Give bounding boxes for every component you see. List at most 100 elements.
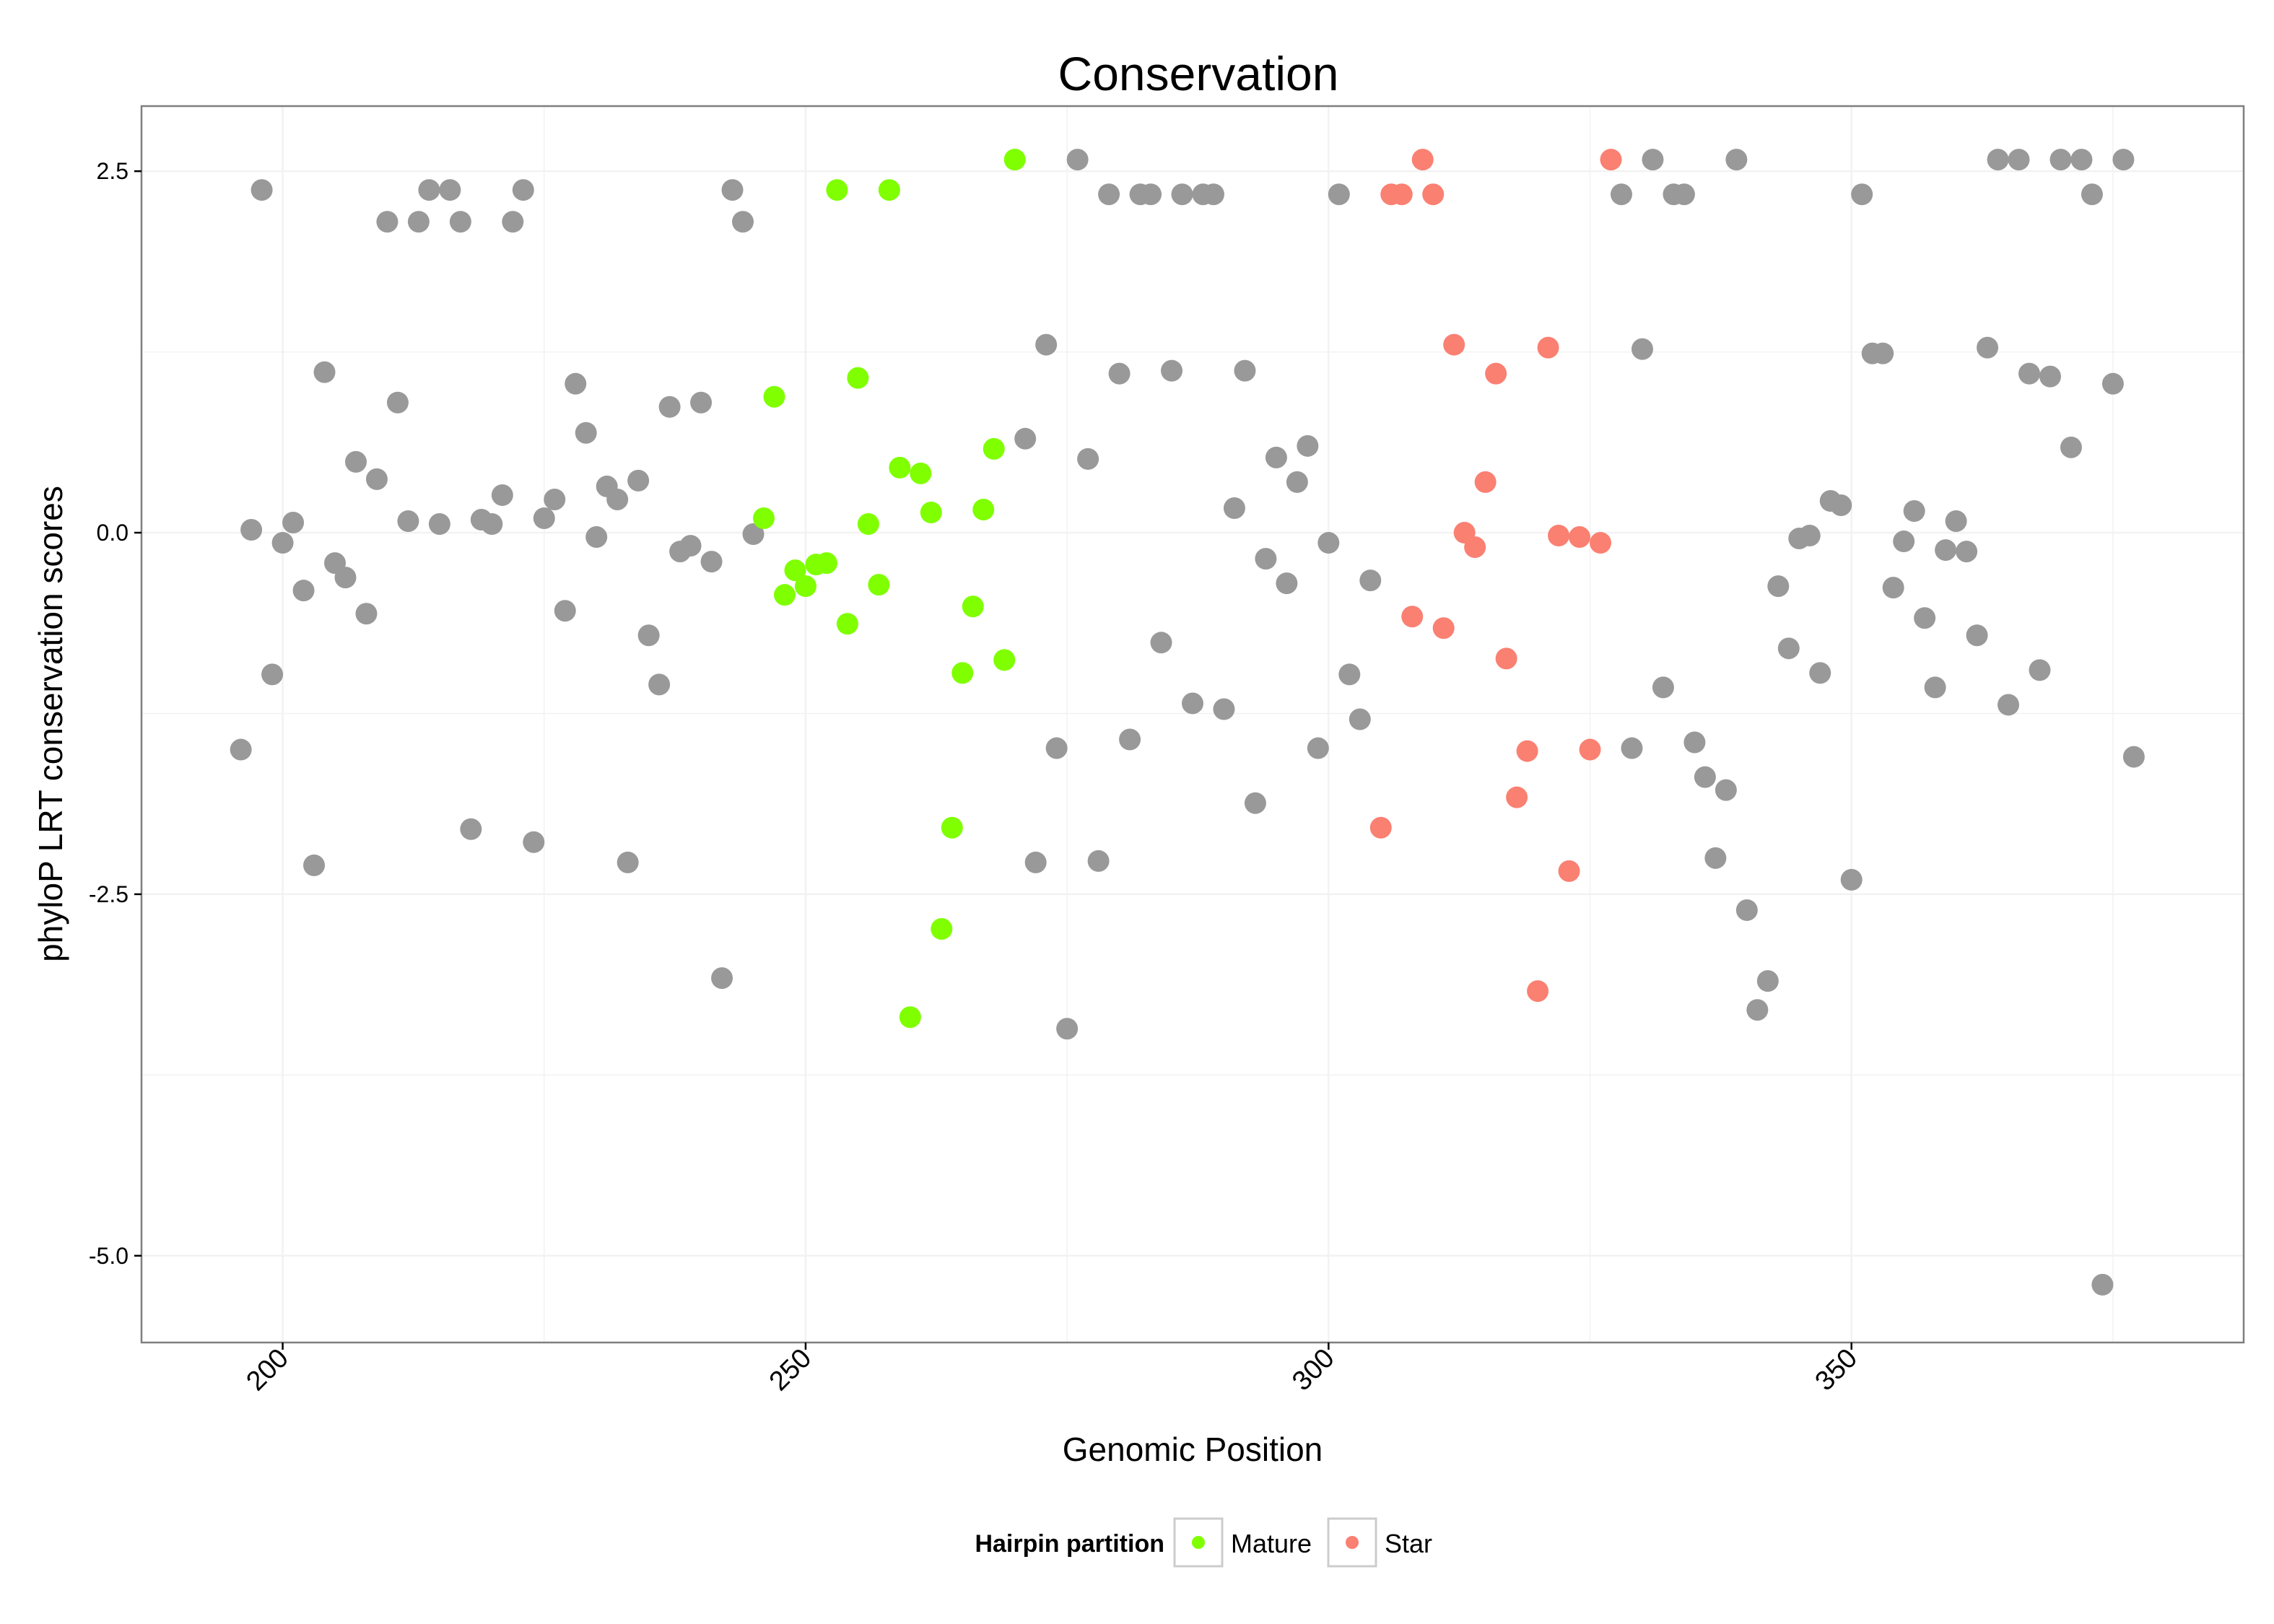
data-point-mature [836,613,858,635]
legend-title: Hairpin partition [975,1530,1164,1558]
data-point-other [439,179,461,201]
data-point-other [271,532,294,554]
data-point-other [1161,359,1183,382]
data-point-other [1317,532,1340,554]
data-point-other [449,211,471,233]
data-point-other [1035,333,1058,356]
data-point-mature [847,367,869,389]
data-point-other [1244,792,1266,814]
data-point-other [1956,541,1978,563]
data-point-mature [763,385,785,408]
data-point-other [1998,694,2020,716]
data-point-other [2112,149,2135,171]
data-point-other [303,854,326,876]
data-point-other [1087,850,1110,872]
data-point-other [1098,183,1120,206]
data-point-other [2018,362,2041,385]
data-point-other [251,179,273,201]
data-point-mature [868,574,890,596]
data-point-other [1631,338,1653,360]
data-point-mature [941,816,963,839]
data-point-other [1223,497,1245,519]
data-point-other [1328,183,1350,206]
data-point-other [282,512,305,534]
data-point-other [1056,1018,1079,1040]
data-point-other [365,468,388,490]
data-point-other [606,488,629,510]
y-tick-label: 0.0 [97,520,128,546]
data-point-mature [962,595,984,618]
data-point-other [1987,149,2009,171]
data-point-other [1213,698,1235,720]
data-point-other [1798,525,1821,547]
data-point-other [2122,746,2145,768]
data-point-other [2101,372,2124,395]
data-point-other [1255,548,1277,570]
data-point-other [1024,851,1047,873]
data-point-mature [878,179,900,201]
legend-item-star: Star [1327,1517,1432,1568]
data-point-other [2029,659,2051,681]
data-point-other [1809,662,1831,684]
data-point-star [1506,786,1528,808]
data-point-other [491,484,513,506]
data-point-other [1704,847,1727,869]
data-point-other [230,738,252,761]
data-point-other [1066,149,1089,171]
data-point-mature [815,552,837,575]
data-point-star [1411,149,1434,171]
data-point-star [1485,362,1507,385]
data-point-other [1840,868,1863,891]
data-point-other [261,663,284,686]
data-point-other [617,851,639,873]
data-point-mature [931,917,953,940]
data-point-other [679,535,702,557]
data-point-other [512,179,534,201]
data-point-other [1276,572,1298,595]
data-point-other [240,519,263,541]
x-axis-title: Genomic Position [1063,1431,1323,1468]
data-point-other [1924,676,1946,699]
data-point-other [585,526,608,549]
data-point-other [721,179,744,201]
data-point-mature [889,456,911,479]
data-point-other [1182,692,1203,715]
data-point-other [1045,737,1068,759]
data-point-other [2070,149,2093,171]
y-axis: 2.5 0.0 -2.5 -5.0 [89,158,141,1269]
data-point-other [1202,183,1224,206]
data-point-star [1537,336,1559,359]
data-point-other [1756,970,1779,992]
data-point-star [1600,149,1622,171]
data-point-other [1694,766,1716,788]
data-point-star [1548,525,1570,547]
data-point-other [1673,183,1695,206]
data-point-mature [972,498,995,520]
legend-label-star: Star [1385,1529,1432,1558]
data-point-other [1830,494,1852,516]
data-point-other [742,523,764,546]
data-point-mature [920,501,942,523]
data-point-star [1369,816,1392,839]
data-point-other [658,396,681,418]
data-point-other [1893,531,1915,553]
data-point-other [1297,435,1319,457]
data-point-other [1777,637,1800,660]
data-point-other [1683,731,1706,754]
data-point-other [355,603,378,625]
data-point-star [1495,647,1517,670]
data-point-other [1851,183,1873,206]
data-point-mature [951,662,974,684]
data-point-other [1945,510,1967,533]
data-point-other [690,391,713,414]
legend-marker-mature [1192,1536,1205,1549]
data-point-mature [753,507,775,529]
plot-panel [141,106,2244,1343]
data-point-other [1140,183,1162,206]
data-point-other [1725,149,1748,171]
data-point-other [648,673,671,696]
data-point-other [1872,342,1894,364]
data-point-other [1234,359,1256,382]
data-point-other [397,510,419,533]
data-point-star [1464,536,1486,559]
